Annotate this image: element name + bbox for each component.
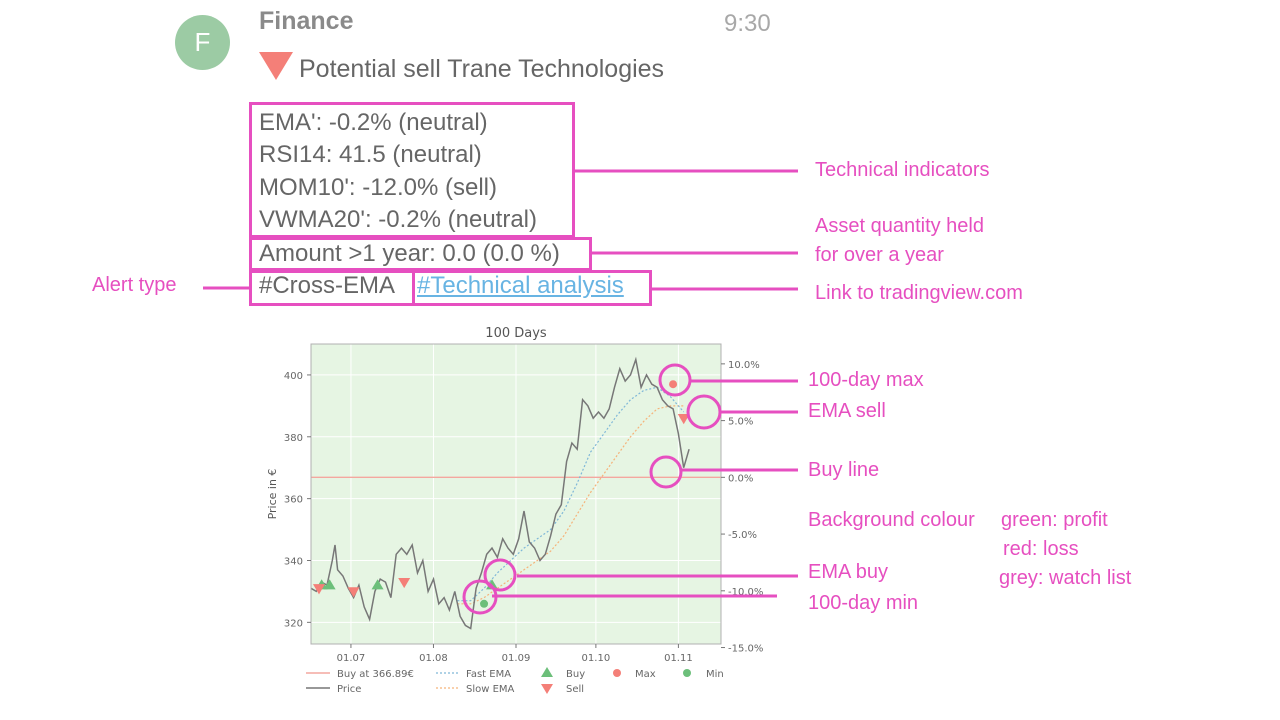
alert-title: Potential sell Trane Technologies <box>299 55 665 83</box>
sender-name: Finance <box>259 7 354 35</box>
chart-legend: Buy at 366.89€ Price Fast EMA Slow EMA Buy Se… <box>306 667 724 695</box>
y2-tick-label: 10.0% <box>728 360 760 371</box>
annotation-bg-green: green: profit <box>1001 509 1108 531</box>
sell-marker <box>347 587 360 598</box>
x-tick-label: 01.07 <box>337 653 366 664</box>
annotation-alert-type: Alert type <box>92 274 177 296</box>
y2-tick-label: -10.0% <box>728 587 763 598</box>
y2-tick-label: 5.0% <box>728 417 753 428</box>
sell-marker <box>677 414 690 425</box>
annotation-asset-qty-2: for over a year <box>815 244 944 266</box>
gridlines <box>311 344 721 644</box>
annotation-link: Link to tradingview.com <box>815 282 1023 304</box>
price-line <box>310 356 690 630</box>
legend-buy-line-label: Buy at 366.89€ <box>337 669 414 680</box>
alert-hashtag[interactable]: #Cross-EMA <box>259 272 396 299</box>
amount-held: Amount >1 year: 0.0 (0.0 %) <box>259 240 560 267</box>
y2-tick-label: -5.0% <box>728 530 757 541</box>
x-tick-label: 01.10 <box>582 653 611 664</box>
chart-ylabel: Price in € <box>266 469 279 520</box>
sell-marker <box>398 577 411 589</box>
x-tick-label: 01.09 <box>502 653 531 664</box>
annotation-max: 100-day max <box>808 369 924 391</box>
buy-marker <box>323 579 336 590</box>
y-tick-label: 320 <box>284 618 303 629</box>
chart-series <box>310 356 721 630</box>
avatar[interactable]: F <box>175 15 230 70</box>
legend-buy-swatch <box>541 667 553 677</box>
legend-min-label: Min <box>706 669 724 680</box>
legend-max-swatch <box>613 669 621 677</box>
annotation-box-link <box>412 270 652 306</box>
indicator-ema: EMA': -0.2% (neutral) <box>259 109 488 136</box>
max-marker <box>669 380 678 389</box>
legend-max-label: Max <box>635 669 656 680</box>
annotation-bg-red: red: loss <box>1003 538 1079 560</box>
annotation-box-indicators <box>249 102 575 238</box>
annotation-bg-grey: grey: watch list <box>999 567 1132 589</box>
legend-sell-label: Sell <box>566 684 584 695</box>
indicator-rsi: RSI14: 41.5 (neutral) <box>259 141 482 168</box>
annotation-connectors <box>203 169 798 615</box>
sell-alert-icon <box>259 52 293 80</box>
y-tick-label: 360 <box>284 495 303 506</box>
buy-marker <box>371 579 384 590</box>
y2-tick-label: 0.0% <box>728 473 753 484</box>
annotation-ema-buy: EMA buy <box>808 561 889 583</box>
y-tick-label: 340 <box>284 556 303 567</box>
x-tick-label: 01.11 <box>664 653 693 664</box>
min-marker <box>480 599 489 608</box>
annotation-ema-sell: EMA sell <box>808 400 886 422</box>
indicator-mom: MOM10': -12.0% (sell) <box>259 174 497 201</box>
legend-price-label: Price <box>337 684 361 695</box>
sell-marker <box>312 584 325 595</box>
annotation-buy-line: Buy line <box>808 459 880 481</box>
legend-fast-ema-label: Fast EMA <box>466 669 511 680</box>
legend-min-swatch <box>683 669 691 677</box>
y-tick-label: 400 <box>284 371 303 382</box>
legend-sell-swatch <box>541 684 553 694</box>
annotation-technical-indicators: Technical indicators <box>815 159 990 181</box>
message-time: 9:30 <box>724 10 771 37</box>
fast-ema-line <box>457 386 685 602</box>
chart-axes: 320 340 360 380 400 01.07 01.08 01.09 01.10 01.11… <box>284 360 763 664</box>
legend-slow-ema-label: Slow EMA <box>466 684 515 695</box>
annotation-asset-qty-1: Asset quantity held <box>815 215 984 237</box>
indicator-vwma: VWMA20': -0.2% (neutral) <box>259 206 538 233</box>
annotation-min: 100-day min <box>808 592 919 614</box>
y-tick-label: 380 <box>284 433 303 444</box>
y2-tick-label: -15.0% <box>728 644 763 655</box>
annotation-bg-colour: Background colour <box>808 509 975 531</box>
annotation-box-amount <box>249 237 592 271</box>
chart-title: 100 Days <box>485 326 547 341</box>
x-tick-label: 01.08 <box>419 653 448 664</box>
legend-buy-label: Buy <box>566 669 585 680</box>
technical-analysis-link[interactable]: #Technical analysis <box>417 272 624 299</box>
